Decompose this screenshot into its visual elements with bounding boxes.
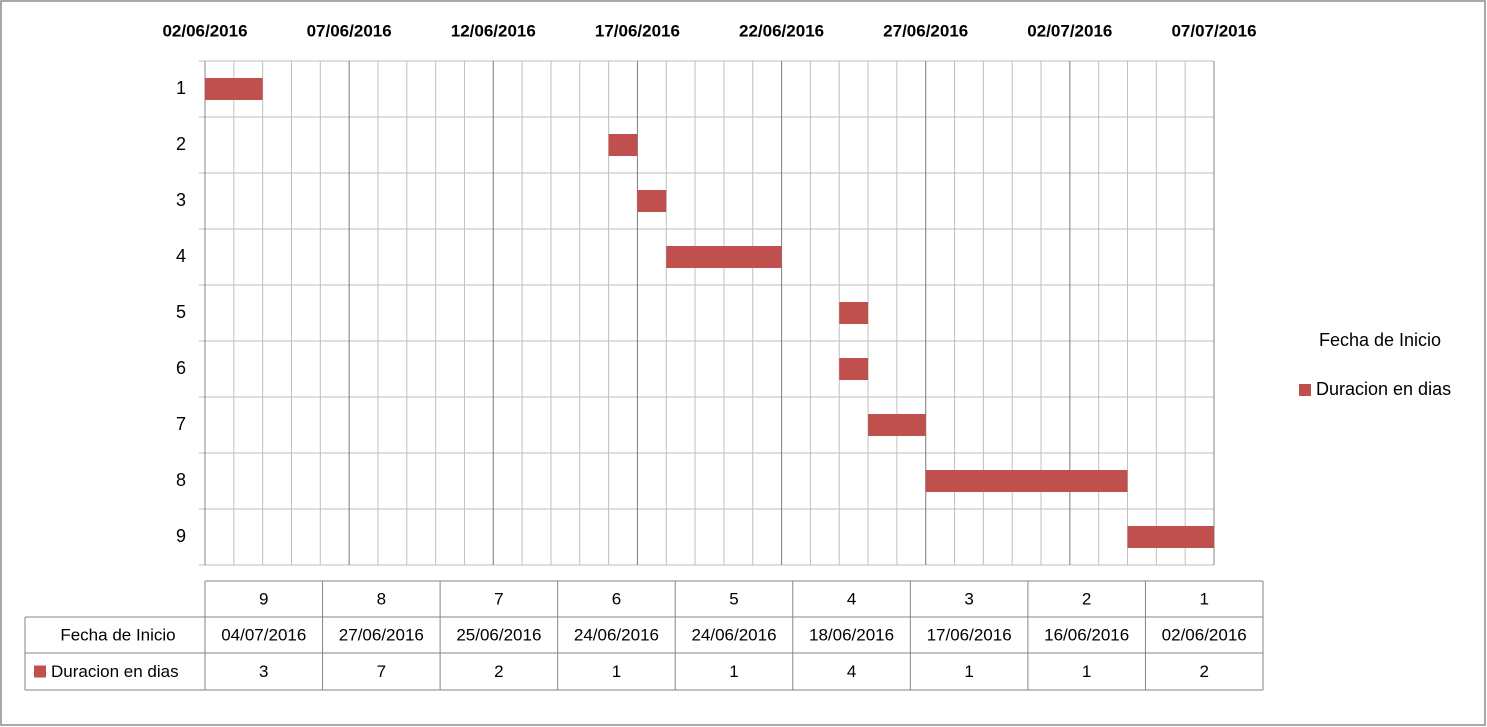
x-tick-label: 02/06/2016 bbox=[162, 21, 247, 40]
legend-swatch bbox=[1299, 384, 1311, 396]
y-tick-label: 4 bbox=[176, 246, 186, 266]
x-tick-label: 07/06/2016 bbox=[307, 21, 392, 40]
table-cell: 04/07/2016 bbox=[221, 625, 306, 644]
table-cell: 3 bbox=[259, 662, 268, 681]
x-tick-label: 12/06/2016 bbox=[451, 21, 536, 40]
table-cell: 02/06/2016 bbox=[1162, 625, 1247, 644]
table-header: 6 bbox=[612, 589, 621, 608]
bar bbox=[1127, 526, 1214, 548]
table-cell: 24/06/2016 bbox=[691, 625, 776, 644]
table-cell: 25/06/2016 bbox=[456, 625, 541, 644]
table-header: 8 bbox=[377, 589, 386, 608]
y-tick-label: 1 bbox=[176, 78, 186, 98]
table-cell: 17/06/2016 bbox=[927, 625, 1012, 644]
bar bbox=[839, 358, 869, 380]
table-header: 3 bbox=[964, 589, 973, 608]
bar bbox=[925, 470, 1128, 492]
table-row-label: Fecha de Inicio bbox=[60, 625, 175, 644]
legend-label: Fecha de Inicio bbox=[1319, 330, 1441, 350]
table-cell: 1 bbox=[729, 662, 738, 681]
x-tick-label: 27/06/2016 bbox=[883, 21, 968, 40]
table-cell: 2 bbox=[494, 662, 503, 681]
y-tick-label: 3 bbox=[176, 190, 186, 210]
table-cell: 1 bbox=[612, 662, 621, 681]
table-cell: 1 bbox=[964, 662, 973, 681]
bar bbox=[666, 246, 782, 268]
x-tick-label: 17/06/2016 bbox=[595, 21, 680, 40]
table-cell: 24/06/2016 bbox=[574, 625, 659, 644]
bar bbox=[608, 134, 638, 156]
table-cell: 18/06/2016 bbox=[809, 625, 894, 644]
table-header: 4 bbox=[847, 589, 856, 608]
bar bbox=[205, 78, 263, 100]
table-header: 2 bbox=[1082, 589, 1091, 608]
table-cell: 4 bbox=[847, 662, 856, 681]
table-header: 5 bbox=[729, 589, 738, 608]
x-tick-label: 02/07/2016 bbox=[1027, 21, 1112, 40]
table-header: 9 bbox=[259, 589, 268, 608]
y-tick-label: 6 bbox=[176, 358, 186, 378]
table-cell: 16/06/2016 bbox=[1044, 625, 1129, 644]
table-row-label: Duracion en dias bbox=[51, 662, 179, 681]
bar bbox=[637, 190, 667, 212]
table-header: 1 bbox=[1199, 589, 1208, 608]
bar bbox=[868, 414, 926, 436]
y-tick-label: 8 bbox=[176, 470, 186, 490]
table-header: 7 bbox=[494, 589, 503, 608]
y-tick-label: 2 bbox=[176, 134, 186, 154]
y-tick-label: 9 bbox=[176, 526, 186, 546]
bar bbox=[839, 302, 869, 324]
y-tick-label: 5 bbox=[176, 302, 186, 322]
table-cell: 27/06/2016 bbox=[339, 625, 424, 644]
table-swatch bbox=[34, 665, 46, 678]
x-tick-label: 22/06/2016 bbox=[739, 21, 824, 40]
x-tick-label: 07/07/2016 bbox=[1171, 21, 1256, 40]
y-tick-label: 7 bbox=[176, 414, 186, 434]
legend-label: Duracion en dias bbox=[1316, 379, 1451, 399]
table-cell: 2 bbox=[1199, 662, 1208, 681]
table-cell: 7 bbox=[377, 662, 386, 681]
table-cell: 1 bbox=[1082, 662, 1091, 681]
